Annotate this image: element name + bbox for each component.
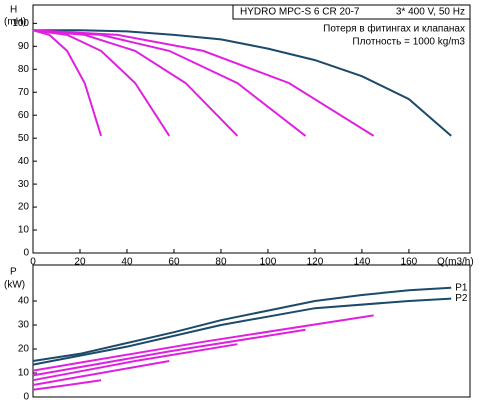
y-tick-label: 70 [18, 87, 30, 98]
y-tick-label: 50 [18, 133, 30, 144]
y-tick-label: 20 [18, 344, 30, 355]
series-label: P2 [455, 293, 468, 304]
series-line [32, 343, 238, 382]
y-tick-label: 40 [18, 156, 30, 167]
series-line [32, 29, 307, 137]
x-tick-label: 100 [260, 257, 277, 268]
y-tick-label: 30 [18, 179, 30, 190]
x-axis-label: Q(m3/h) [437, 257, 474, 268]
x-tick-label: 120 [307, 257, 324, 268]
x-tick-label: 80 [215, 257, 227, 268]
series-line [32, 29, 171, 137]
y-tick-label: 30 [18, 320, 30, 331]
y-tick-label: 20 [18, 202, 30, 213]
y-tick-label: 0 [23, 392, 29, 400]
series-line [32, 286, 452, 362]
y-axis-label: P [10, 267, 17, 278]
series-line [32, 328, 306, 377]
y-axis-unit: (kW) [4, 280, 25, 291]
series-line [32, 29, 103, 137]
y-tick-label: 80 [18, 64, 30, 75]
series-line [32, 360, 170, 386]
y-tick-label: 90 [18, 41, 30, 52]
x-tick-label: 40 [121, 257, 133, 268]
y-tick-label: 10 [18, 225, 30, 236]
x-tick-label: 0 [30, 257, 36, 268]
annotation: Плотность = 1000 kg/m3 [352, 37, 465, 48]
series-line [33, 29, 452, 137]
series-line [32, 29, 375, 137]
y-tick-label: 10 [18, 368, 30, 379]
x-tick-label: 20 [74, 257, 86, 268]
annotation: 3* 400 V, 50 Hz [396, 7, 465, 18]
y-tick-label: 0 [23, 248, 29, 259]
series-label: P1 [455, 282, 468, 293]
y-tick-label: 60 [18, 110, 30, 121]
y-axis-unit: (mH) [4, 17, 26, 28]
series-line [32, 297, 452, 366]
x-tick-label: 60 [168, 257, 180, 268]
header-box [232, 4, 471, 20]
series-line [32, 379, 102, 391]
x-tick-label: 160 [401, 257, 418, 268]
annotation: Потеря в фитингах и клапанах [323, 23, 465, 35]
y-tick-label: 40 [18, 296, 30, 307]
x-tick-label: 140 [354, 257, 371, 268]
series-line [32, 314, 374, 372]
y-tick-label: 100 [12, 18, 29, 29]
plot-frame [32, 264, 471, 398]
y-axis-label: H [10, 5, 17, 16]
annotation: HYDRO MPC-S 6 CR 20-7 [240, 7, 360, 18]
